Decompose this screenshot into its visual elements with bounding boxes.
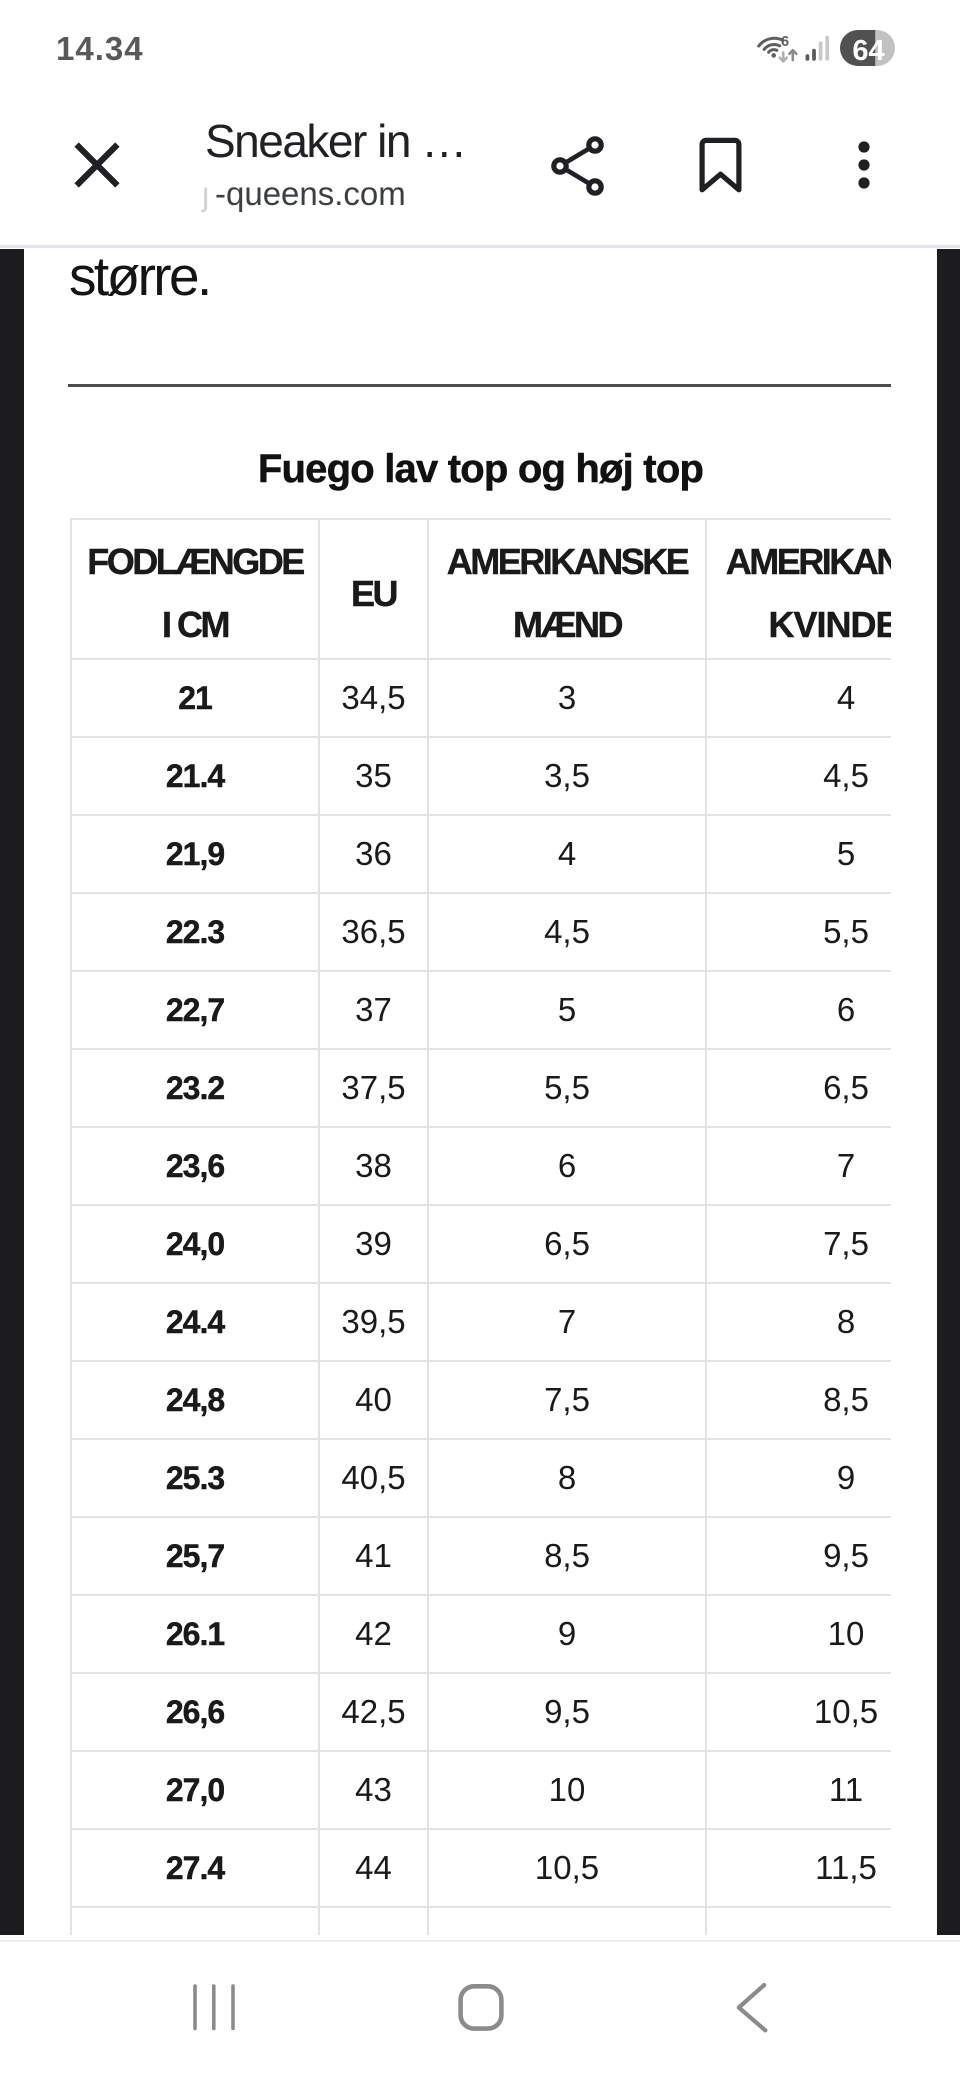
svg-text:64: 64 xyxy=(852,35,884,67)
svg-text:6: 6 xyxy=(781,34,789,50)
